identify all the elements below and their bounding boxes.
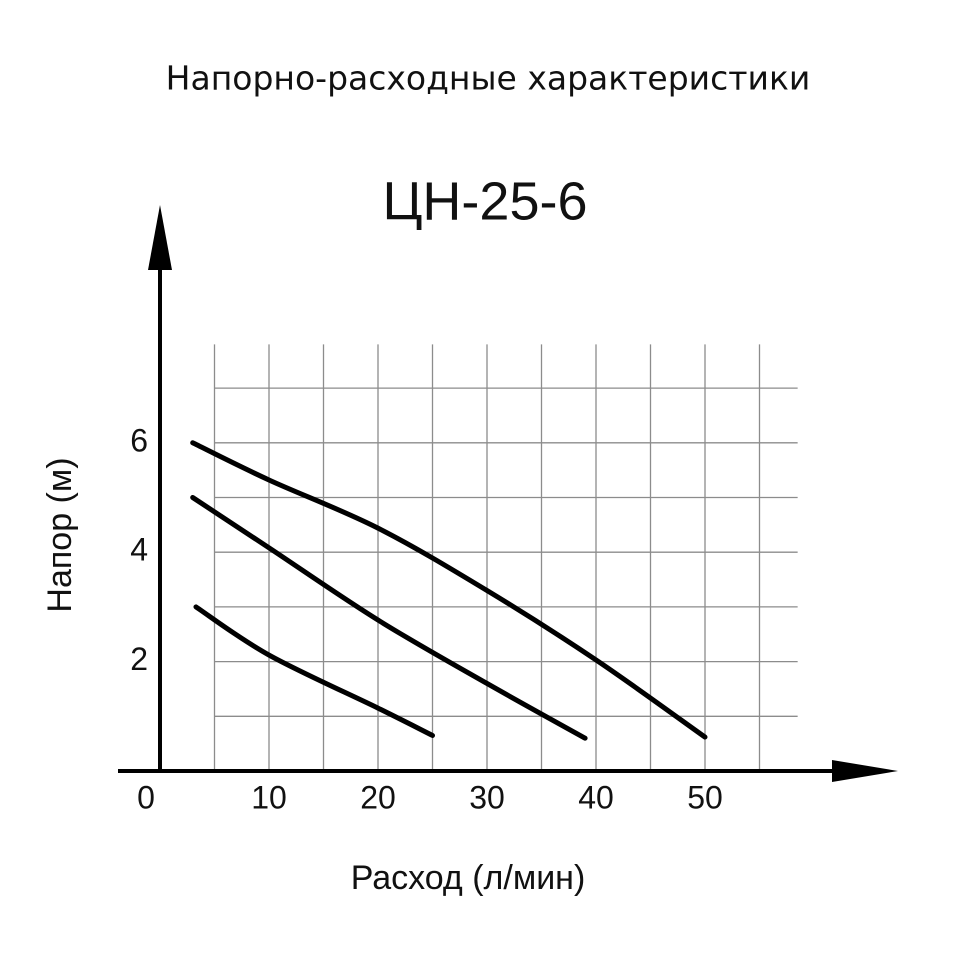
x-axis-label: Расход (л/мин) [351,859,586,897]
x-tick-label: 40 [578,779,614,815]
curve [190,495,588,741]
y-axis-label: Напор (м) [41,457,79,612]
x-axis-arrow [832,760,898,782]
axes [118,205,898,782]
chart-subtitle: ЦН-25-6 [382,171,587,231]
grid: 0 10 20 30 40 50 2 4 6 [130,344,798,815]
x-tick-label: 30 [469,779,505,815]
x-tick-label: 10 [251,779,287,815]
chart-title: Напорно-расходные характеристики [166,59,811,98]
y-axis-arrow [148,205,172,270]
plot [190,440,708,741]
curve [190,440,708,740]
y-tick-label: 4 [130,532,148,568]
x-tick-label: 50 [687,779,723,815]
x-tick-label: 0 [137,779,155,815]
y-tick-label: 2 [130,641,148,677]
curve [193,604,435,738]
x-tick-label: 20 [360,779,396,815]
y-tick-label: 6 [130,422,148,458]
